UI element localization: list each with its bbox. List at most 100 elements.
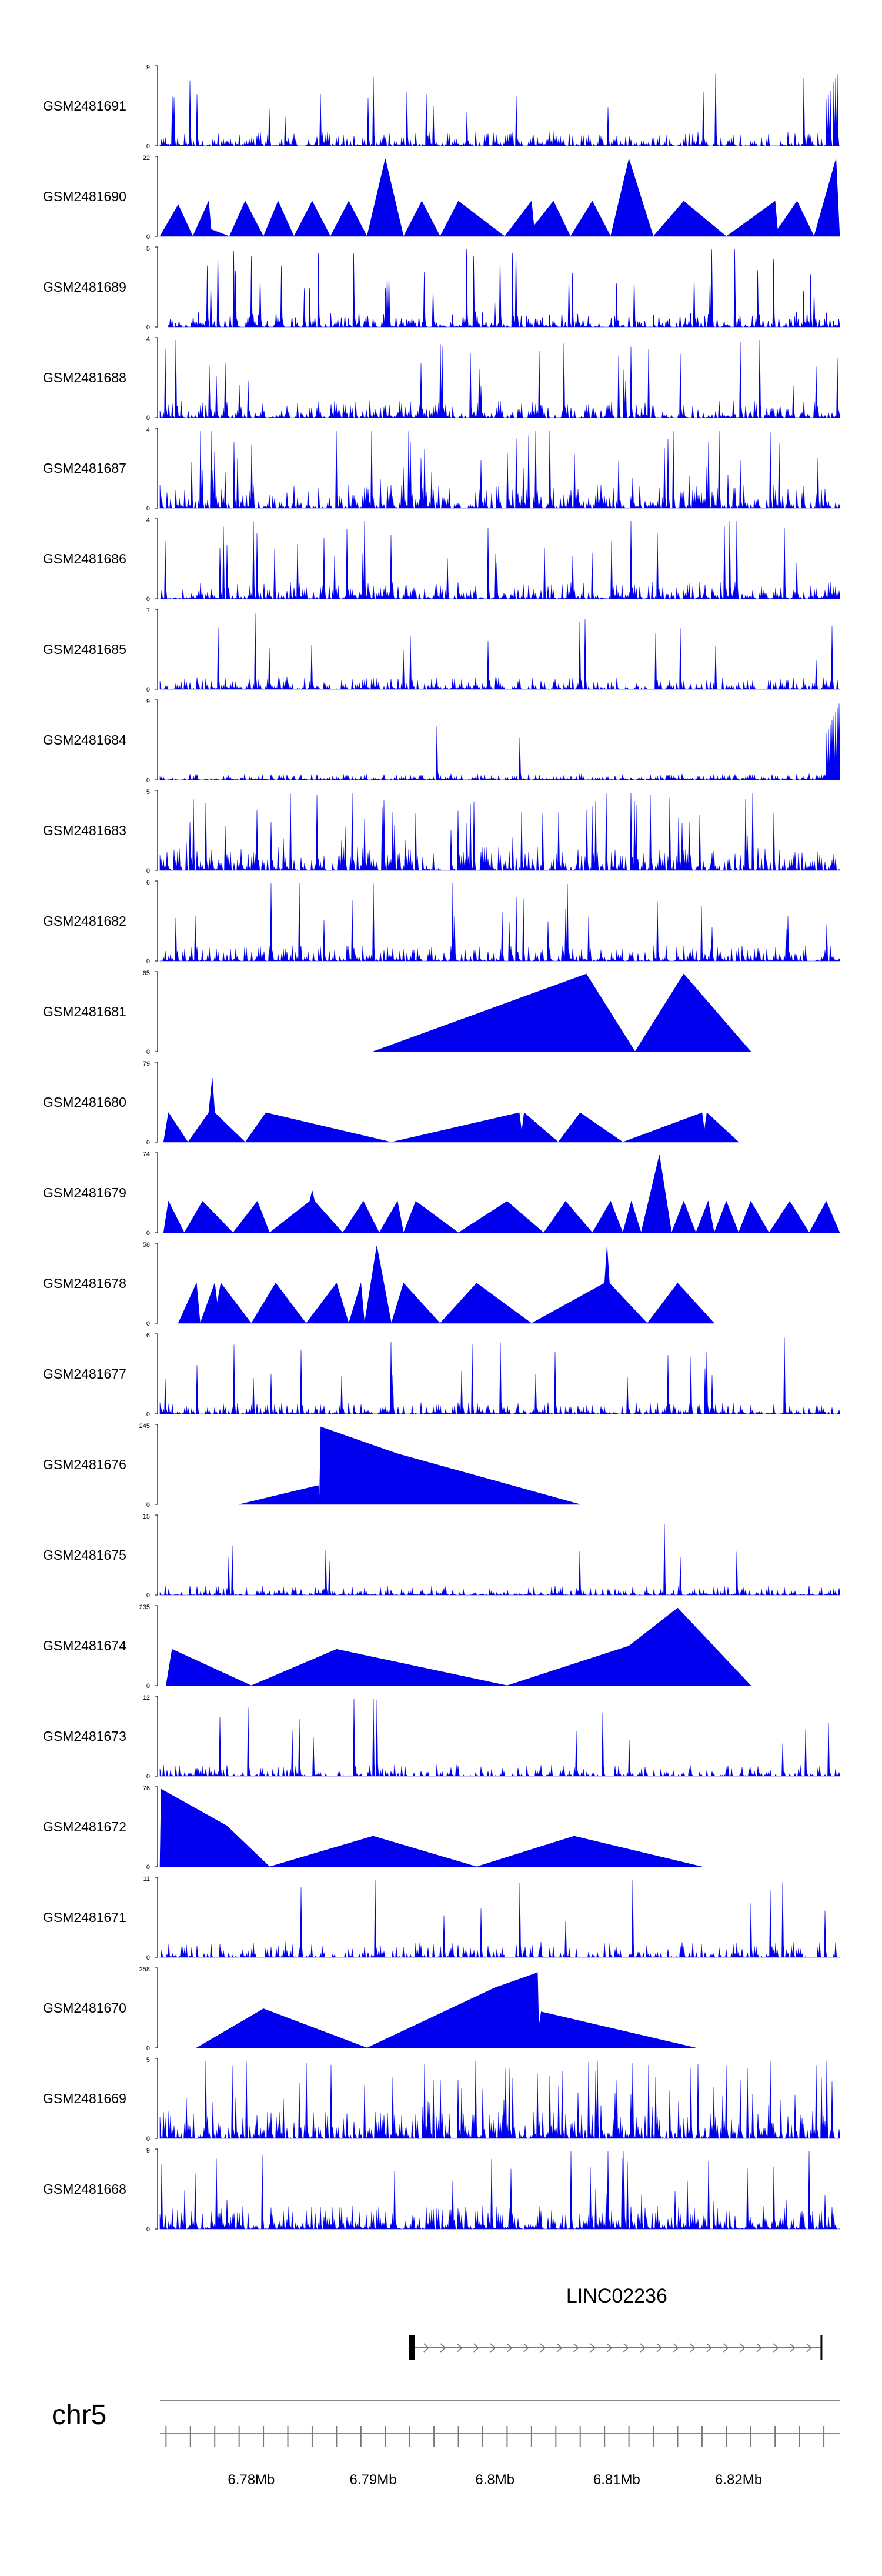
strand-arrow-icon xyxy=(440,2343,446,2353)
track-GSM2481683: GSM2481683 5 0 xyxy=(43,789,840,875)
y-axis-min-label: 0 xyxy=(146,1139,150,1146)
track-label: GSM2481674 xyxy=(43,1638,126,1653)
y-axis-min-label: 0 xyxy=(146,1773,150,1780)
y-axis-max-label: 76 xyxy=(143,1785,150,1792)
strand-arrow-icon xyxy=(706,2343,713,2353)
track-GSM2481668: GSM2481668 9 0 xyxy=(43,2147,840,2233)
y-axis-max-label: 4 xyxy=(146,517,150,524)
track-label: GSM2481687 xyxy=(43,461,126,476)
y-axis-max-label: 235 xyxy=(139,1604,150,1611)
coverage-area xyxy=(159,2151,840,2230)
track-GSM2481690: GSM2481690 22 0 xyxy=(43,155,840,241)
y-axis-min-label: 0 xyxy=(146,2045,150,2052)
track-label: GSM2481683 xyxy=(43,823,126,838)
strand-arrow-icon xyxy=(656,2343,663,2353)
track-label: GSM2481676 xyxy=(43,1457,126,1472)
strand-arrow-icon xyxy=(789,2343,796,2353)
y-axis-min-label: 0 xyxy=(146,1411,150,1418)
track-GSM2481688: GSM2481688 4 0 xyxy=(43,336,840,422)
y-axis-max-label: 6 xyxy=(146,1332,150,1339)
strand-arrow-icon xyxy=(523,2343,529,2353)
track-GSM2481669: GSM2481669 5 0 xyxy=(43,2057,840,2143)
y-axis-max-label: 245 xyxy=(139,1423,150,1430)
coverage-area xyxy=(159,2060,840,2139)
track-GSM2481676: GSM2481676 245 0 xyxy=(43,1423,580,1509)
coverage-area xyxy=(196,1972,696,2048)
track-GSM2481677: GSM2481677 6 0 xyxy=(43,1332,840,1418)
y-axis-min-label: 0 xyxy=(146,415,150,422)
strand-arrow-icon xyxy=(606,2343,613,2353)
y-axis-max-label: 12 xyxy=(143,1694,150,1701)
track-label: GSM2481675 xyxy=(43,1547,126,1563)
y-axis-min-label: 0 xyxy=(146,958,150,965)
coverage-area xyxy=(159,520,840,599)
y-axis-max-label: 9 xyxy=(146,698,150,705)
strand-arrow-icon xyxy=(740,2343,746,2353)
strand-arrow-icon xyxy=(690,2343,696,2353)
y-axis-min-label: 0 xyxy=(146,2226,150,2233)
track-GSM2481681: GSM2481681 65 0 xyxy=(43,970,751,1056)
y-axis-min-label: 0 xyxy=(146,2135,150,2143)
track-label: GSM2481680 xyxy=(43,1095,126,1110)
coverage-area xyxy=(159,1788,702,1867)
y-axis-max-label: 11 xyxy=(143,1876,150,1883)
track-GSM2481687: GSM2481687 4 0 xyxy=(43,426,840,512)
track-label: GSM2481677 xyxy=(43,1366,126,1382)
y-axis-min-label: 0 xyxy=(146,1864,150,1871)
y-axis-min-label: 0 xyxy=(146,233,150,241)
track-GSM2481689: GSM2481689 5 0 xyxy=(43,245,840,331)
strand-arrow-icon xyxy=(640,2343,646,2353)
y-axis-min-label: 0 xyxy=(146,777,150,784)
strand-arrow-icon xyxy=(473,2343,479,2353)
y-axis-max-label: 9 xyxy=(146,2147,150,2154)
track-label: GSM2481668 xyxy=(43,2181,126,2197)
ruler-tick-label: 6.78Mb xyxy=(228,2472,275,2488)
track-label: GSM2481685 xyxy=(43,642,126,657)
track-GSM2481679: GSM2481679 74 0 xyxy=(43,1151,840,1237)
coverage-area xyxy=(159,703,840,780)
track-label: GSM2481673 xyxy=(43,1729,126,1744)
strand-arrow-icon xyxy=(590,2343,596,2353)
track-GSM2481682: GSM2481682 6 0 xyxy=(43,879,840,965)
gene-annotation-track: LINC02236 xyxy=(409,2285,823,2360)
coverage-area xyxy=(239,1426,580,1505)
y-axis-max-label: 4 xyxy=(146,336,150,343)
track-label: GSM2481684 xyxy=(43,732,126,748)
y-axis-min-label: 0 xyxy=(146,1592,150,1599)
gene-strand-arrows xyxy=(423,2343,812,2353)
gene-label: LINC02236 xyxy=(566,2285,667,2307)
coverage-tracks: GSM248169190GSM2481690220GSM248168950GSM… xyxy=(43,64,840,2233)
ruler-tick-label: 6.82Mb xyxy=(715,2472,762,2488)
y-axis-max-label: 7 xyxy=(146,608,150,615)
track-GSM2481672: GSM2481672 76 0 xyxy=(43,1785,702,1871)
coverage-area xyxy=(166,1607,751,1686)
strand-arrow-icon xyxy=(556,2343,563,2353)
coverage-area xyxy=(159,430,840,509)
y-axis-min-label: 0 xyxy=(146,867,150,875)
ruler-tick-label: 6.81Mb xyxy=(593,2472,640,2488)
strand-arrow-icon xyxy=(723,2343,729,2353)
y-axis-max-label: 5 xyxy=(146,245,150,252)
track-label: GSM2481686 xyxy=(43,551,126,566)
y-axis-max-label: 6 xyxy=(146,879,150,886)
coverage-area xyxy=(159,1879,840,1958)
strand-arrow-icon xyxy=(456,2343,463,2353)
y-axis-max-label: 15 xyxy=(143,1513,150,1520)
strand-arrow-icon xyxy=(423,2343,430,2353)
coverage-area xyxy=(159,1524,840,1596)
coverage-area xyxy=(159,883,840,962)
y-axis-min-label: 0 xyxy=(146,1230,150,1237)
coverage-area xyxy=(159,1337,840,1414)
strand-arrow-icon xyxy=(506,2343,513,2353)
track-GSM2481684: GSM2481684 9 0 xyxy=(43,698,840,784)
track-GSM2481674: GSM2481674 235 0 xyxy=(43,1604,751,1690)
track-label: GSM2481671 xyxy=(43,1910,126,1925)
ruler-tick-label: 6.8Mb xyxy=(475,2472,514,2488)
track-label: GSM2481690 xyxy=(43,189,126,204)
y-axis-min-label: 0 xyxy=(146,596,150,603)
strand-arrow-icon xyxy=(673,2343,679,2353)
y-axis-min-label: 0 xyxy=(146,1049,150,1056)
y-axis-min-label: 0 xyxy=(146,505,150,512)
y-axis-max-label: 5 xyxy=(146,2057,150,2064)
